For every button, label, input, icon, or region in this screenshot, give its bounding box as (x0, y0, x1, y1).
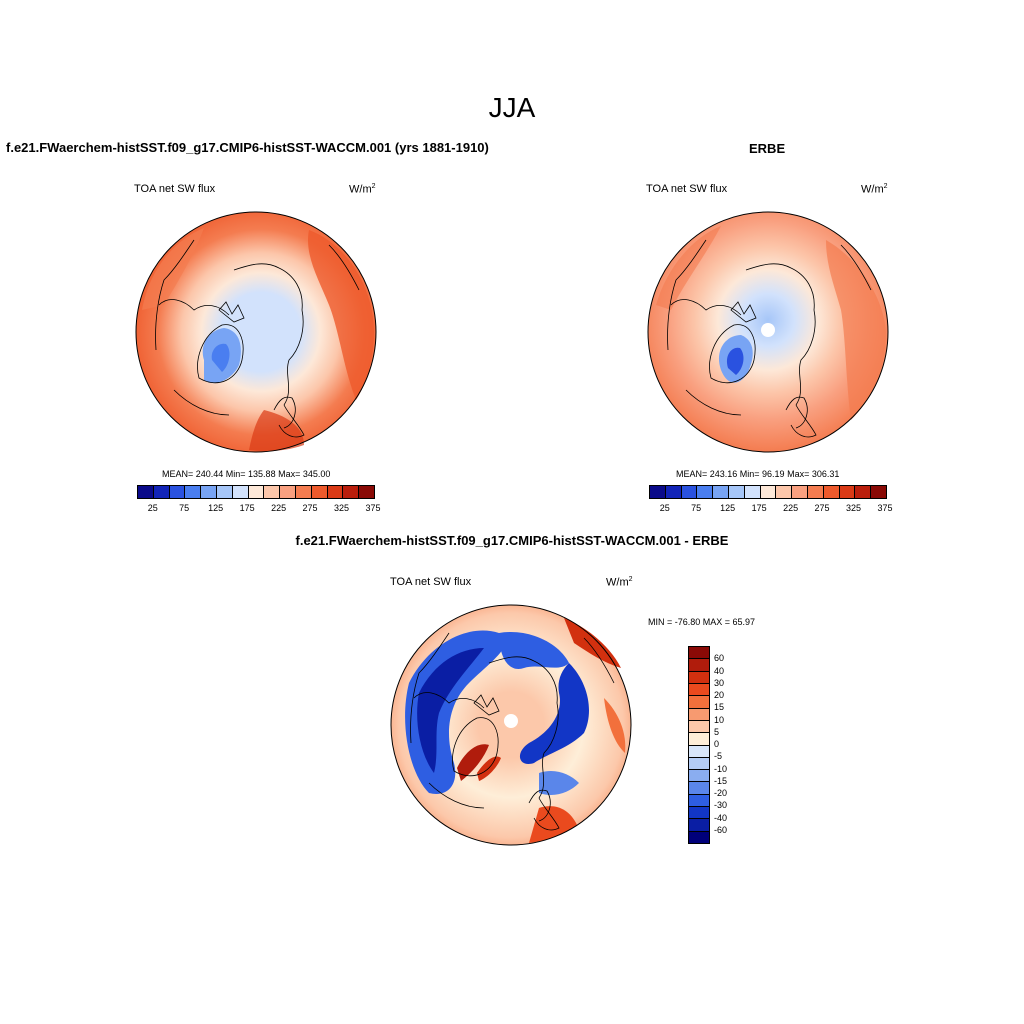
colorbar-swatch (744, 486, 761, 498)
colorbar-swatch (201, 486, 217, 498)
colorbar-tick-label: -40 (714, 812, 728, 823)
colorbar-swatch (248, 486, 265, 498)
colorbar-swatch (823, 486, 840, 498)
colorbar-tick-label: 225 (271, 503, 287, 513)
model-panel-title: f.e21.FWaerchem-histSST.f09_g17.CMIP6-hi… (6, 140, 489, 155)
colorbar-swatch (280, 486, 296, 498)
colorbar-swatch (689, 671, 709, 684)
colorbar-swatch (232, 486, 249, 498)
colorbar-swatch (665, 486, 682, 498)
colorbar-tick-label: 125 (208, 503, 224, 513)
colorbar-swatch (689, 696, 709, 709)
diff-colorbar (688, 646, 710, 844)
colorbar-swatch (216, 486, 233, 498)
colorbar-tick-label: 20 (714, 690, 725, 700)
colorbar-tick-label: 40 (714, 665, 725, 676)
diff-polar-map (390, 604, 632, 846)
colorbar-tick-label: 0 (714, 739, 720, 749)
colorbar-tick-label: -15 (714, 775, 728, 786)
colorbar-swatch (689, 770, 709, 783)
colorbar-swatch (697, 486, 714, 498)
colorbar-tick-label: 225 (783, 503, 799, 513)
colorbar-tick-label: 375 (365, 503, 381, 513)
colorbar-swatch (760, 486, 777, 498)
colorbar-swatch (776, 486, 793, 498)
colorbar-swatch (689, 807, 709, 820)
colorbar-tick-label: 175 (751, 503, 767, 513)
colorbar-tick-label: 325 (334, 503, 350, 513)
diff-panel-title: f.e21.FWaerchem-histSST.f09_g17.CMIP6-hi… (295, 533, 729, 548)
colorbar-swatch (713, 486, 729, 498)
obs-colorbar-ticks: 25 75 125 175 225 275 325 375 (649, 503, 893, 515)
diff-stats: MIN = -76.80 MAX = 65.97 (648, 617, 756, 627)
colorbar-tick-label: 175 (239, 503, 255, 513)
model-colorbar (137, 485, 375, 499)
obs-variable-label: TOA net SW flux (646, 183, 728, 195)
colorbar-swatch (327, 486, 344, 498)
colorbar-tick-label: -10 (714, 763, 728, 774)
colorbar-tick-label: -5 (714, 751, 723, 762)
colorbar-swatch (807, 486, 824, 498)
colorbar-swatch (689, 757, 709, 771)
main-title: JJA (488, 92, 536, 123)
colorbar-tick-label: 25 (147, 503, 158, 513)
colorbar-tick-label: 375 (877, 503, 893, 513)
model-polar-map (135, 211, 377, 453)
colorbar-tick-label: 325 (846, 503, 862, 513)
colorbar-swatch (264, 486, 281, 498)
colorbar-tick-label: 125 (720, 503, 736, 513)
colorbar-swatch (689, 745, 709, 758)
diff-colorbar-ticks: 60 40 30 20 15 10 5 0 -5 -10 -15 -20 -30 -40 -60 (714, 646, 754, 842)
colorbar-tick-label: 275 (814, 503, 830, 513)
colorbar-tick-label: 275 (302, 503, 318, 513)
colorbar-tick-label: 75 (179, 503, 190, 513)
colorbar-swatch (359, 486, 374, 498)
colorbar-tick-label: 30 (714, 677, 725, 688)
colorbar-swatch (689, 659, 709, 672)
colorbar-tick-label: 15 (714, 702, 725, 713)
colorbar-swatch (689, 819, 709, 832)
model-stats: MEAN= 240.44 Min= 135.88 Max= 345.00 (162, 469, 331, 479)
diff-variable-label: TOA net SW flux (390, 576, 472, 588)
colorbar-tick-label: 25 (659, 503, 670, 513)
obs-colorbar (649, 485, 887, 499)
colorbar-tick-label: 60 (714, 653, 725, 664)
colorbar-swatch (689, 794, 709, 808)
colorbar-swatch (185, 486, 202, 498)
colorbar-swatch (153, 486, 170, 498)
obs-unit-label: W/m2 (861, 183, 888, 196)
colorbar-swatch (689, 647, 709, 660)
model-variable-label: TOA net SW flux (134, 183, 216, 195)
colorbar-swatch (681, 486, 698, 498)
obs-panel-title: ERBE (749, 141, 786, 156)
colorbar-swatch (839, 486, 856, 498)
colorbar-swatch (855, 486, 872, 498)
colorbar-swatch (650, 486, 666, 498)
colorbar-swatch (689, 720, 709, 734)
colorbar-swatch (295, 486, 312, 498)
colorbar-tick-label: 75 (691, 503, 702, 513)
obs-polar-map (647, 211, 889, 453)
colorbar-tick-label: -20 (714, 788, 728, 798)
obs-stats: MEAN= 243.16 Min= 96.19 Max= 306.31 (676, 469, 840, 479)
colorbar-swatch (689, 733, 709, 746)
colorbar-swatch (792, 486, 808, 498)
colorbar-tick-label: -30 (714, 800, 728, 811)
colorbar-swatch (728, 486, 745, 498)
colorbar-swatch (138, 486, 154, 498)
model-unit-label: W/m2 (349, 183, 376, 196)
colorbar-swatch (689, 683, 709, 697)
colorbar-tick-label: 5 (714, 726, 720, 737)
colorbar-swatch (689, 782, 709, 795)
colorbar-swatch (311, 486, 328, 498)
diff-unit-label: W/m2 (606, 576, 633, 589)
colorbar-swatch (689, 831, 709, 843)
colorbar-swatch (871, 486, 886, 498)
model-colorbar-ticks: 25 75 125 175 225 275 325 375 (137, 503, 381, 515)
colorbar-tick-label: -60 (714, 824, 728, 835)
colorbar-tick-label: 10 (714, 714, 725, 725)
colorbar-swatch (169, 486, 186, 498)
colorbar-swatch (689, 708, 709, 721)
colorbar-swatch (343, 486, 360, 498)
